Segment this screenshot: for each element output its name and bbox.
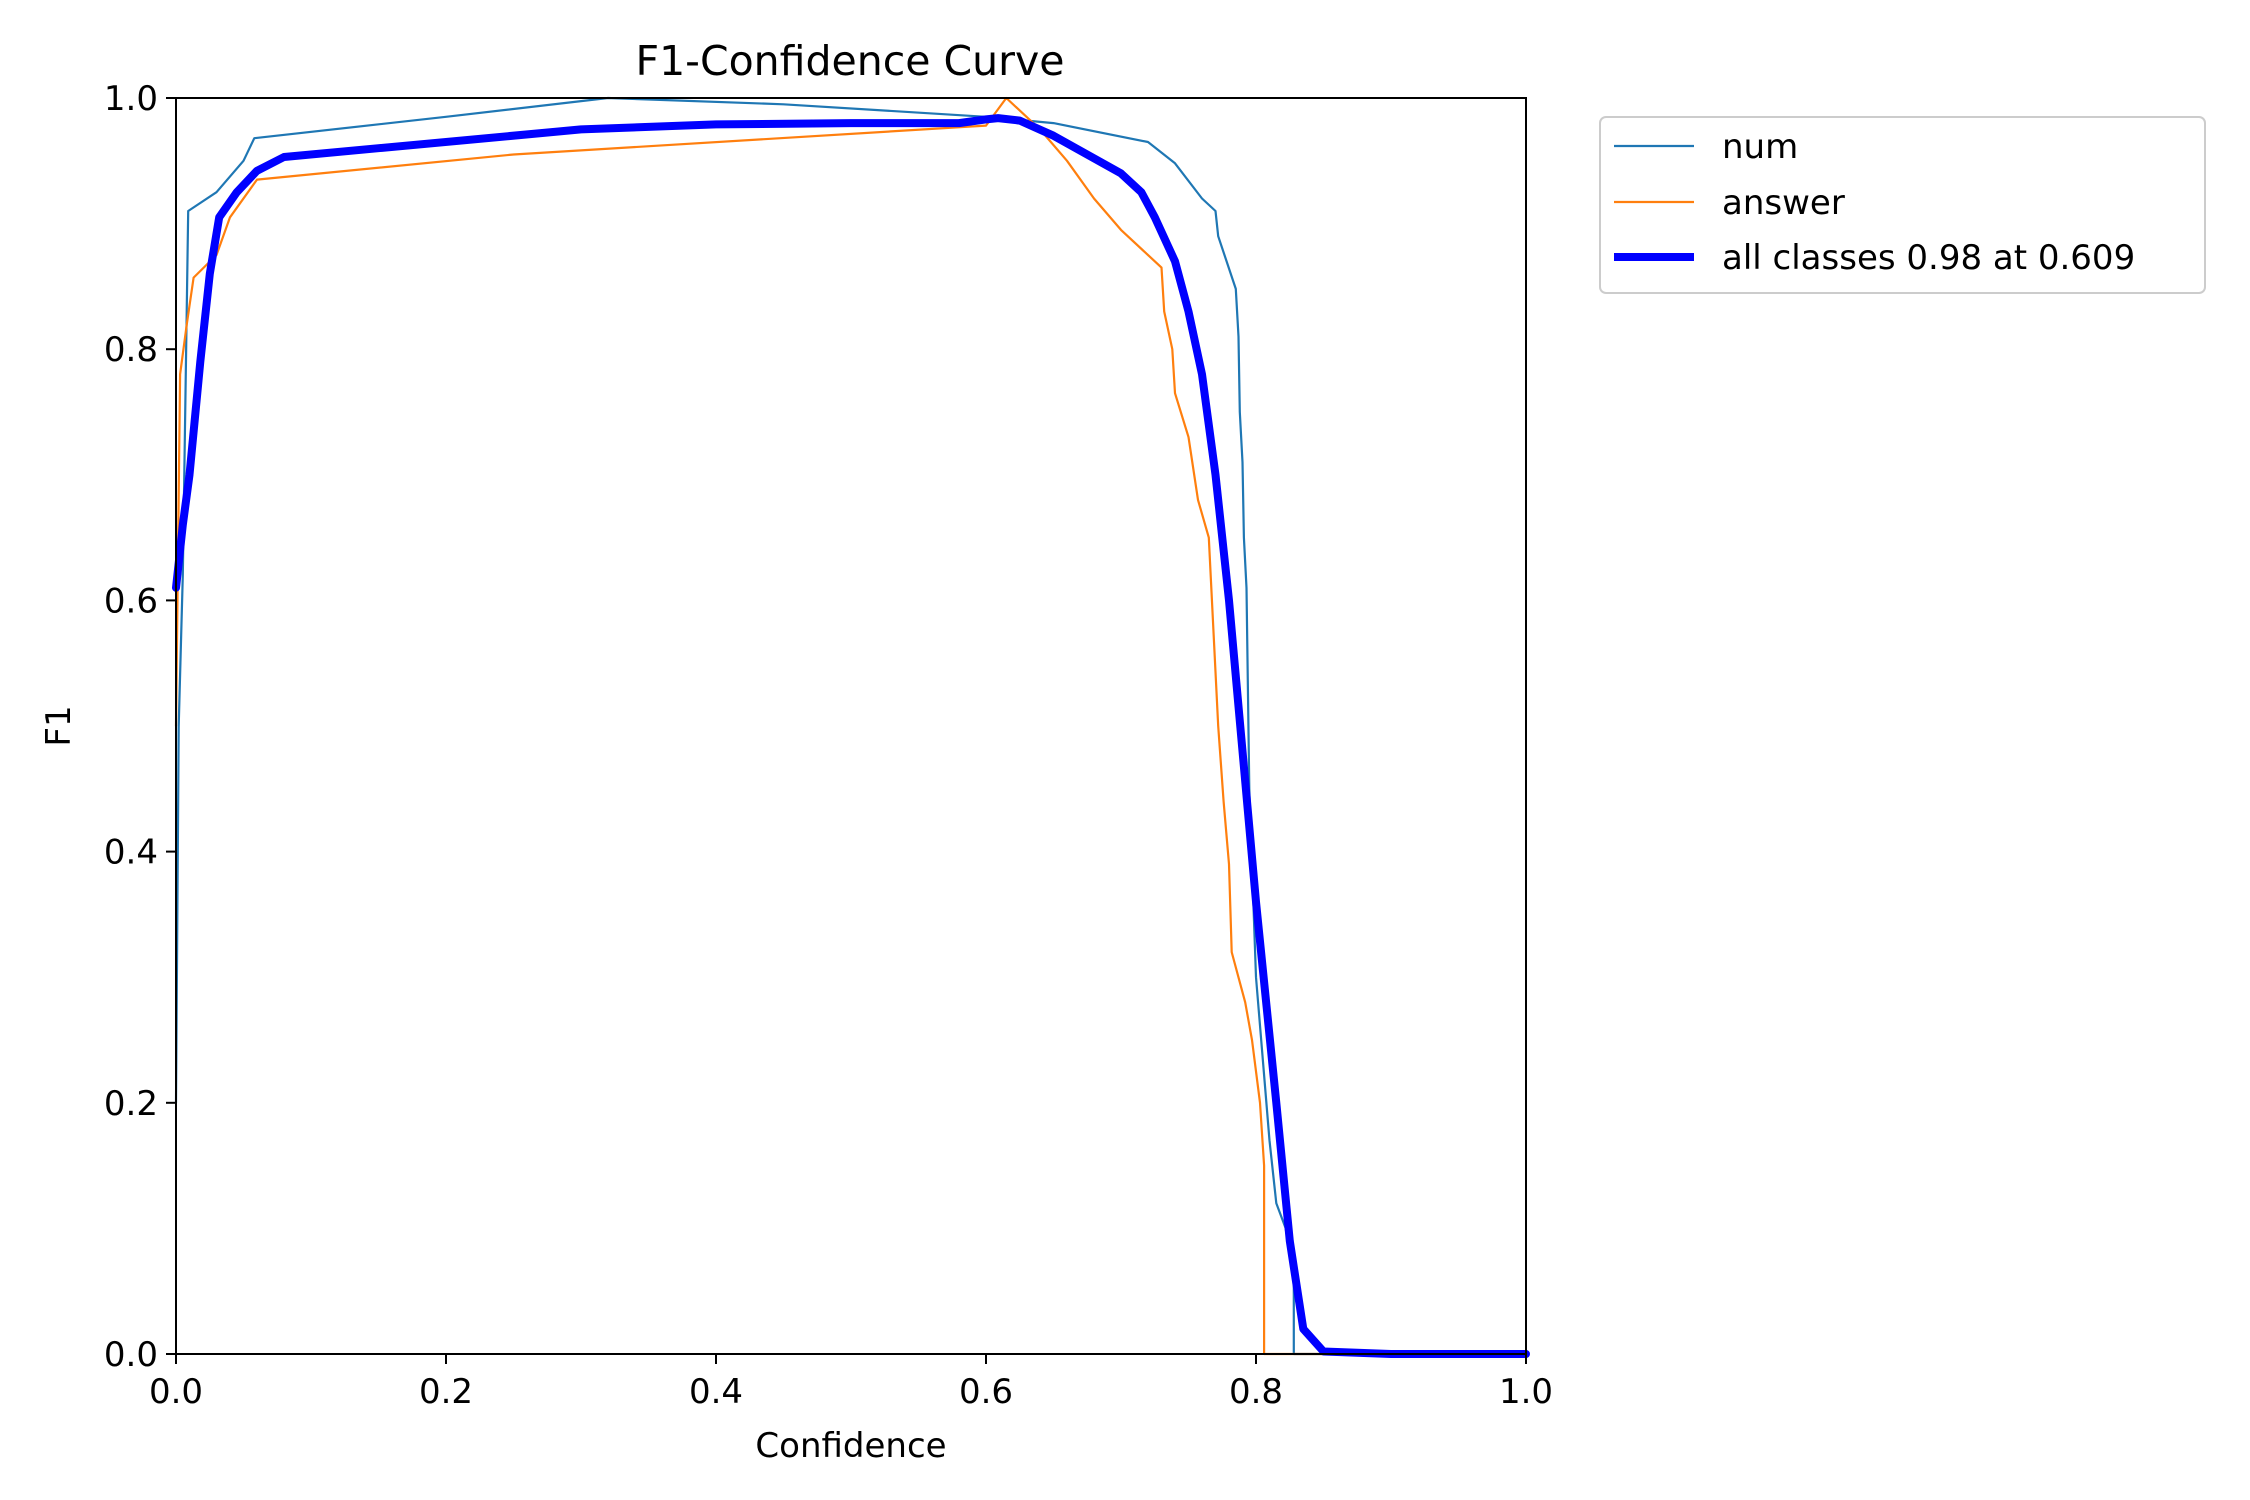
x-axis-ticks: 0.0 0.2 0.4 0.6 0.8 1.0 bbox=[149, 1354, 1553, 1412]
chart-title: F1-Confidence Curve bbox=[636, 37, 1065, 85]
x-tick-label: 1.0 bbox=[1499, 1372, 1553, 1412]
legend-label-all-classes: all classes 0.98 at 0.609 bbox=[1722, 238, 2135, 278]
legend-label-answer: answer bbox=[1722, 183, 1845, 223]
series-line-answer bbox=[174, 96, 1528, 1356]
series-layer bbox=[172, 96, 1530, 1358]
x-tick-label: 0.4 bbox=[689, 1372, 743, 1412]
y-tick-label: 0.0 bbox=[104, 1335, 158, 1375]
y-tick-label: 0.8 bbox=[104, 330, 158, 370]
legend: num answer all classes 0.98 at 0.609 bbox=[1599, 116, 2206, 294]
y-axis-label: F1 bbox=[39, 705, 79, 746]
x-tick-label: 0.2 bbox=[419, 1372, 473, 1412]
y-axis-ticks: 0.0 0.2 0.4 0.6 0.8 1.0 bbox=[104, 79, 176, 1375]
legend-label-num: num bbox=[1722, 127, 1798, 167]
y-tick-label: 1.0 bbox=[104, 79, 158, 119]
axes-frame bbox=[175, 97, 1527, 1355]
legend-box bbox=[1599, 116, 2206, 294]
plot-area bbox=[172, 96, 1530, 1358]
y-tick-label: 0.2 bbox=[104, 1084, 158, 1124]
y-tick-label: 0.4 bbox=[104, 833, 158, 873]
series-line-num bbox=[174, 96, 1528, 1356]
series-line-all-classes bbox=[172, 114, 1530, 1358]
x-tick-label: 0.6 bbox=[959, 1372, 1013, 1412]
x-tick-label: 0.8 bbox=[1229, 1372, 1283, 1412]
y-tick-label: 0.6 bbox=[104, 581, 158, 621]
x-tick-label: 0.0 bbox=[149, 1372, 203, 1412]
x-axis-label: Confidence bbox=[755, 1426, 946, 1466]
